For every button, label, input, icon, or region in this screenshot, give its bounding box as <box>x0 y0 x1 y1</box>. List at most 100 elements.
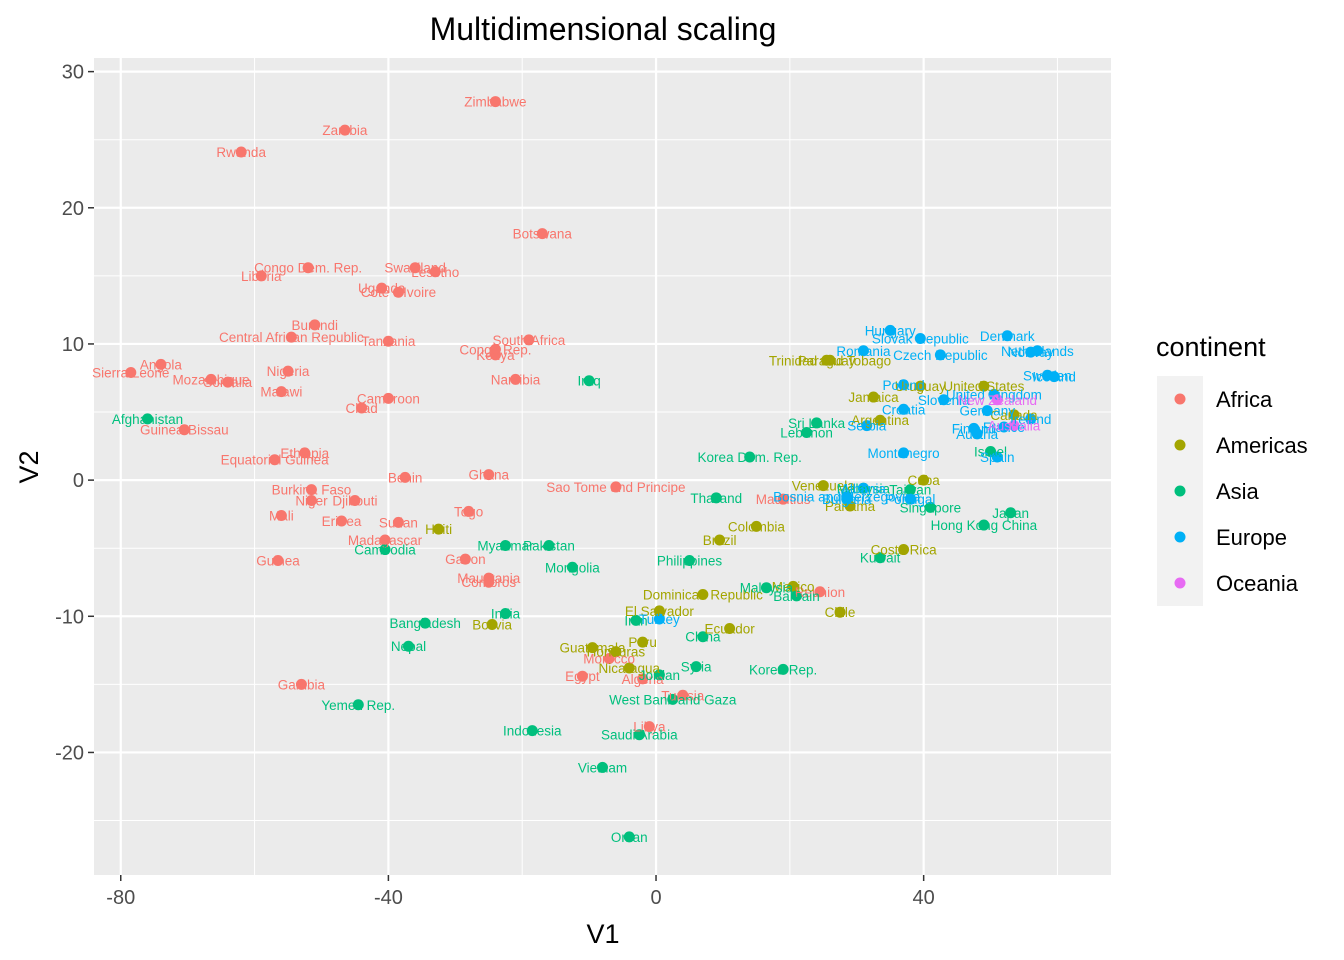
data-point <box>914 380 926 392</box>
data-point <box>914 333 926 345</box>
data-point <box>583 375 595 387</box>
point-label: Bolivia <box>472 617 512 632</box>
data-point <box>834 606 846 618</box>
data-point <box>623 662 635 674</box>
data-point <box>235 146 247 158</box>
data-point <box>382 392 394 404</box>
plot-panel <box>94 58 1111 875</box>
point-label: Cambodia <box>354 543 416 558</box>
point-label: Sweden <box>1023 368 1072 383</box>
data-point <box>483 576 495 588</box>
point-label: Australia <box>988 419 1041 434</box>
data-point <box>566 561 578 573</box>
point-label: Bahrain <box>773 589 820 604</box>
point-label: South Africa <box>493 333 566 348</box>
y-tick-label: 10 <box>62 334 84 356</box>
point-label: Djibouti <box>332 494 377 509</box>
point-label: Costa Rica <box>871 543 938 558</box>
point-label: Equatorial Guinea <box>221 453 330 468</box>
point-label: Brazil <box>703 533 737 548</box>
point-label: Kenya <box>476 348 515 363</box>
data-point <box>643 721 655 733</box>
data-point <box>543 539 555 551</box>
point-label: Singapore <box>900 500 962 515</box>
data-point <box>867 391 879 403</box>
point-label: Gambia <box>278 677 326 692</box>
x-tick-label: 40 <box>913 887 935 909</box>
data-point <box>760 582 772 594</box>
data-point <box>884 324 896 336</box>
data-point <box>991 451 1003 463</box>
point-label: Denmark <box>980 329 1035 344</box>
data-point <box>683 554 695 566</box>
data-point <box>744 451 756 463</box>
point-label: Nicaragua <box>598 661 660 676</box>
point-label: Gabon <box>445 552 486 567</box>
point-label: Poland <box>883 378 925 393</box>
y-tick-label: -10 <box>55 606 84 628</box>
point-label: Jordan <box>639 668 680 683</box>
data-point <box>402 640 414 652</box>
data-point <box>1001 330 1013 342</box>
data-point <box>610 481 622 493</box>
data-point <box>499 539 511 551</box>
point-label: Swaziland <box>384 261 446 276</box>
data-point <box>861 420 873 432</box>
point-label: Peru <box>628 635 657 650</box>
point-label: Reunion <box>795 585 845 600</box>
point-label: Benin <box>388 470 423 485</box>
point-label: Comoros <box>461 575 516 590</box>
chart-title: Multidimensional scaling <box>430 11 777 47</box>
point-label: Croatia <box>882 402 926 417</box>
point-label: Ecuador <box>704 622 755 637</box>
data-point <box>409 262 421 274</box>
point-label: Bulgaria <box>822 492 872 507</box>
point-label: Sudan <box>379 515 418 530</box>
point-label: Czech Republic <box>893 348 988 363</box>
point-label: Malaysia <box>837 481 891 496</box>
point-label: Congo Dem. Rep. <box>254 261 362 276</box>
data-point <box>904 493 916 505</box>
point-label: Thailand <box>690 491 742 506</box>
data-point <box>526 725 538 737</box>
point-label: Cuba <box>908 473 941 488</box>
point-label: Tunisia <box>661 688 705 703</box>
y-tick-label: 0 <box>73 470 84 492</box>
data-point <box>349 495 361 507</box>
point-label: Colombia <box>728 519 786 534</box>
data-point <box>305 484 317 496</box>
point-label: Oman <box>611 830 648 845</box>
point-label: Myanmar <box>477 538 534 553</box>
data-point <box>841 493 853 505</box>
point-label: Mozambique <box>172 372 249 387</box>
data-point <box>714 534 726 546</box>
point-label: Iceland <box>1032 370 1076 385</box>
legend-label: Africa <box>1216 387 1273 412</box>
data-point <box>1005 507 1017 519</box>
data-point <box>1025 413 1037 425</box>
legend-label: Asia <box>1216 479 1260 504</box>
data-point <box>178 424 190 436</box>
point-label: Congo Rep. <box>459 342 531 357</box>
data-point <box>821 354 833 366</box>
point-label: Burundi <box>292 318 339 333</box>
point-label: Japan <box>992 506 1029 521</box>
point-label: Botswana <box>513 227 573 242</box>
point-label: Kuwait <box>860 551 901 566</box>
data-point <box>269 454 281 466</box>
data-point <box>459 553 471 565</box>
data-point <box>379 544 391 556</box>
point-label: Germany <box>959 404 1015 419</box>
data-point <box>339 124 351 136</box>
point-label: Bosnia and Herzegovina <box>773 489 921 504</box>
point-label: Yemen Rep. <box>321 698 395 713</box>
point-label: Namibia <box>491 372 541 387</box>
data-point <box>275 386 287 398</box>
x-tick-label: -80 <box>106 887 135 909</box>
data-point <box>523 334 535 346</box>
point-labels: Zimbabwe Zambia Rwanda Botswana Congo Dem. R… <box>92 95 1076 845</box>
data-point <box>998 421 1010 433</box>
point-label: Austria <box>956 427 999 442</box>
point-label: Iraq <box>577 374 600 389</box>
